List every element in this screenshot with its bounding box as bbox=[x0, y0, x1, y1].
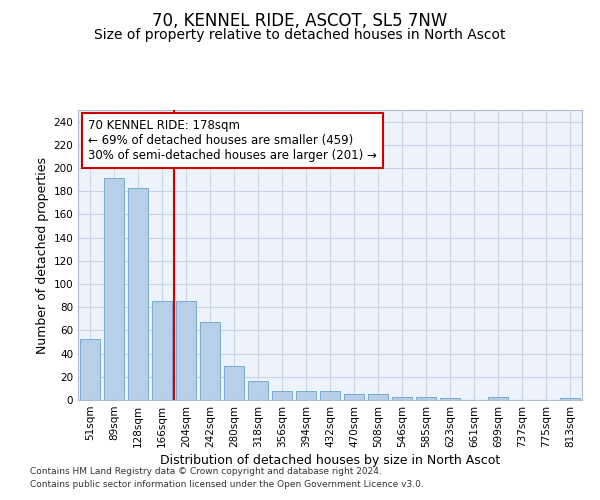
Text: Contains public sector information licensed under the Open Government Licence v3: Contains public sector information licen… bbox=[30, 480, 424, 489]
Text: 70 KENNEL RIDE: 178sqm
← 69% of detached houses are smaller (459)
30% of semi-de: 70 KENNEL RIDE: 178sqm ← 69% of detached… bbox=[88, 118, 377, 162]
Bar bbox=[440, 398, 460, 400]
Bar bbox=[176, 302, 196, 400]
Text: Size of property relative to detached houses in North Ascot: Size of property relative to detached ho… bbox=[94, 28, 506, 42]
Bar bbox=[416, 396, 436, 400]
Bar bbox=[368, 394, 388, 400]
Bar bbox=[296, 390, 316, 400]
Bar bbox=[152, 302, 172, 400]
Bar bbox=[272, 390, 292, 400]
Bar bbox=[560, 398, 580, 400]
Text: Contains HM Land Registry data © Crown copyright and database right 2024.: Contains HM Land Registry data © Crown c… bbox=[30, 467, 382, 476]
Bar bbox=[224, 366, 244, 400]
Bar bbox=[104, 178, 124, 400]
Bar bbox=[200, 322, 220, 400]
Bar bbox=[80, 338, 100, 400]
Bar bbox=[128, 188, 148, 400]
Bar bbox=[392, 396, 412, 400]
Bar bbox=[320, 390, 340, 400]
Bar bbox=[248, 382, 268, 400]
Bar bbox=[488, 396, 508, 400]
Y-axis label: Number of detached properties: Number of detached properties bbox=[36, 156, 49, 354]
Bar bbox=[344, 394, 364, 400]
X-axis label: Distribution of detached houses by size in North Ascot: Distribution of detached houses by size … bbox=[160, 454, 500, 467]
Text: 70, KENNEL RIDE, ASCOT, SL5 7NW: 70, KENNEL RIDE, ASCOT, SL5 7NW bbox=[152, 12, 448, 30]
